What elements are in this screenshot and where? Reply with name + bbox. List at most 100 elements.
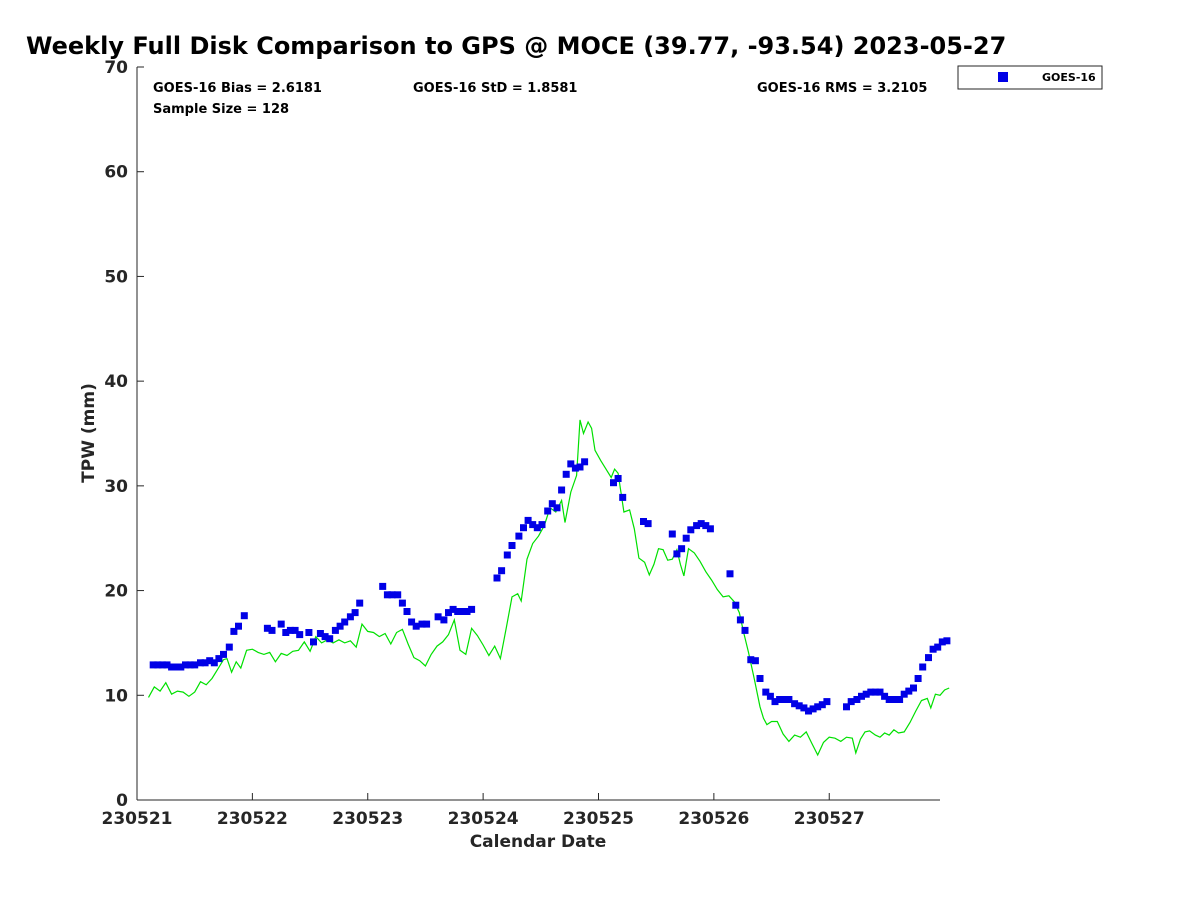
goes16-point <box>168 663 176 671</box>
goes16-point <box>305 629 313 636</box>
goes16-point <box>215 655 223 663</box>
goes16-point <box>581 458 589 466</box>
y-ticks: 0 10 20 30 40 50 60 70 <box>104 58 144 811</box>
goes16-point <box>458 608 466 615</box>
goes16-point <box>383 591 391 599</box>
goes16-point <box>553 504 561 512</box>
goes16-point <box>544 507 552 515</box>
goes16-point <box>678 545 686 553</box>
goes16-point <box>454 608 462 615</box>
goes16-point <box>862 690 870 698</box>
goes16-point <box>445 609 452 617</box>
legend-box <box>957 65 1103 90</box>
goes16-point <box>905 687 913 695</box>
goes16-point <box>776 696 784 703</box>
goes16-series-points <box>149 458 951 715</box>
goes16-point <box>210 659 218 667</box>
goes16-point <box>206 657 214 665</box>
y-tick-label: 30 <box>104 477 128 497</box>
goes16-point <box>929 645 937 653</box>
goes16-point <box>751 657 759 665</box>
goes16-point <box>858 692 865 700</box>
goes16-point <box>388 591 396 599</box>
goes16-point <box>614 475 622 482</box>
goes16-point <box>726 570 734 578</box>
goes16-point <box>403 608 411 615</box>
goes16-point <box>163 661 171 669</box>
goes16-point <box>268 626 276 634</box>
y-tick-label: 70 <box>104 58 128 78</box>
goes16-point <box>881 692 889 700</box>
legend-marker-goes16 <box>998 72 1008 82</box>
goes16-point <box>351 609 359 617</box>
goes16-point <box>230 627 238 635</box>
goes16-point <box>668 530 676 538</box>
goes16-point <box>331 626 339 634</box>
legend: GOES-16 <box>957 65 1103 90</box>
goes16-point <box>277 620 285 628</box>
goes16-point <box>286 626 294 634</box>
goes16-point <box>644 520 652 528</box>
goes16-point <box>379 582 387 590</box>
chart-title: Weekly Full Disk Comparison to GPS @ MOC… <box>26 32 1006 60</box>
goes16-point <box>610 479 617 487</box>
goes16-point <box>736 616 744 624</box>
goes16-point <box>687 526 695 534</box>
goes16-point <box>619 493 627 501</box>
goes16-point <box>291 626 299 634</box>
goes16-point <box>515 532 523 540</box>
goes16-point <box>326 635 334 643</box>
y-tick-label: 0 <box>116 791 128 811</box>
goes16-point <box>493 574 501 582</box>
goes16-point <box>408 618 416 626</box>
goes16-point <box>182 661 189 669</box>
goes16-point <box>823 698 831 706</box>
goes16-point <box>440 616 448 624</box>
goes16-point <box>558 486 566 494</box>
goes16-point <box>235 622 242 630</box>
goes16-point <box>795 702 803 710</box>
stat-rms: GOES-16 RMS = 3.2105 <box>757 81 927 96</box>
goes16-point <box>398 599 406 607</box>
goes16-point <box>576 463 584 471</box>
goes16-point <box>818 701 826 709</box>
goes16-point <box>762 688 770 696</box>
goes16-point <box>562 470 570 478</box>
goes16-point <box>449 605 457 613</box>
goes16-point <box>346 613 354 621</box>
goes16-point <box>508 542 516 549</box>
plot-area: 0 10 20 30 40 50 60 70 230521 230522 230523 230524… <box>102 58 951 829</box>
goes16-point <box>914 675 922 682</box>
stat-std: GOES-16 StD = 1.8581 <box>413 81 577 96</box>
goes16-point <box>814 703 822 711</box>
x-axis-label: Calendar Date <box>470 832 607 852</box>
x-ticks: 230521 230522 230523 230524 230525 230526 2305… <box>102 793 865 829</box>
goes16-point <box>149 661 157 669</box>
goes16-point <box>780 696 788 703</box>
goes16-point <box>943 637 951 645</box>
goes16-point <box>673 550 681 558</box>
goes16-point <box>191 661 199 669</box>
goes16-point <box>805 707 812 715</box>
x-tick-label: 230524 <box>448 809 519 829</box>
goes16-point <box>567 460 575 468</box>
goes16-point <box>533 524 541 532</box>
goes16-point <box>240 612 248 620</box>
goes16-point <box>934 643 942 651</box>
goes16-point <box>529 521 537 529</box>
x-tick-label: 230525 <box>563 809 634 829</box>
y-tick-label: 10 <box>104 686 128 706</box>
y-tick-label: 60 <box>104 163 128 183</box>
goes16-point <box>503 551 511 559</box>
goes16-point <box>225 643 233 651</box>
goes16-point <box>548 500 556 508</box>
goes16-point <box>341 618 349 626</box>
goes16-point <box>876 688 884 696</box>
goes16-point <box>418 620 426 628</box>
goes16-point <box>310 638 317 646</box>
goes16-point <box>423 620 431 628</box>
goes16-point <box>867 688 875 696</box>
goes16-point <box>800 704 808 712</box>
goes16-point <box>693 522 701 530</box>
